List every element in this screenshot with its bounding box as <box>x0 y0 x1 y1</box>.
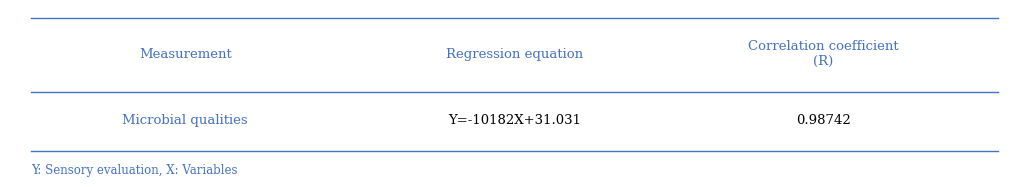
Text: 0.98742: 0.98742 <box>795 114 851 127</box>
Text: Microbial qualities: Microbial qualities <box>122 114 248 127</box>
Text: Y=-10182X+31.031: Y=-10182X+31.031 <box>448 114 581 127</box>
Text: Regression equation: Regression equation <box>446 48 583 61</box>
Text: Measurement: Measurement <box>139 48 232 61</box>
Text: Correlation coefficient
(R): Correlation coefficient (R) <box>748 40 898 68</box>
Text: Y: Sensory evaluation, X: Variables: Y: Sensory evaluation, X: Variables <box>31 164 238 177</box>
